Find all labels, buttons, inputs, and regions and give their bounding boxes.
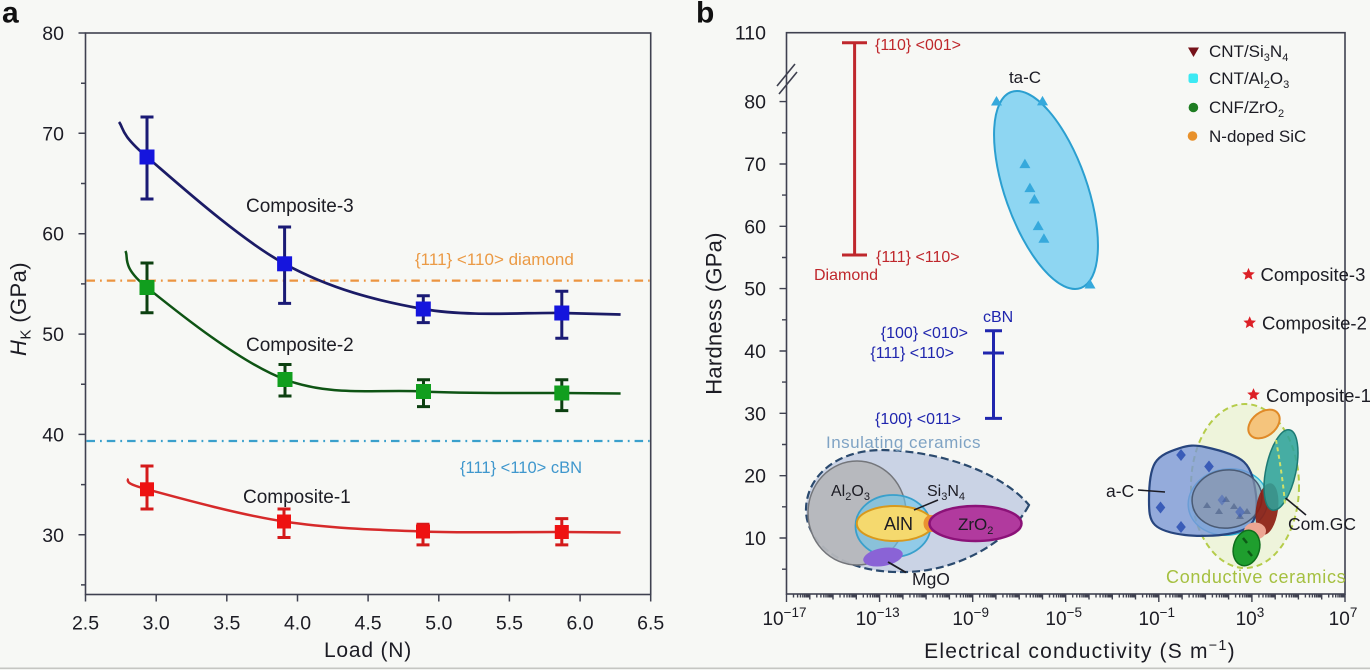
- svg-text:{111} <110> cBN: {111} <110> cBN: [460, 459, 582, 477]
- svg-text:5.0: 5.0: [425, 613, 452, 635]
- svg-text:MgO: MgO: [912, 569, 950, 589]
- svg-text:Composite-2: Composite-2: [246, 335, 354, 356]
- svg-text:{100} <011>: {100} <011>: [875, 411, 961, 428]
- svg-text:Load (N): Load (N): [324, 639, 412, 662]
- svg-text:30: 30: [744, 403, 766, 425]
- svg-text:60: 60: [42, 224, 64, 246]
- svg-text:40: 40: [744, 341, 766, 363]
- svg-text:10: 10: [744, 528, 766, 550]
- svg-text:Si3N4: Si3N4: [927, 483, 965, 503]
- svg-text:80: 80: [744, 92, 766, 114]
- svg-text:CNF/ZrO2: CNF/ZrO2: [1209, 98, 1284, 120]
- svg-text:CNT/Al2O3: CNT/Al2O3: [1209, 69, 1289, 91]
- svg-text:Com.GC: Com.GC: [1288, 514, 1356, 534]
- svg-text:{110} <001>: {110} <001>: [875, 37, 961, 54]
- svg-text:80: 80: [42, 23, 64, 45]
- svg-text:4.0: 4.0: [284, 613, 311, 635]
- svg-text:N-doped SiC: N-doped SiC: [1209, 127, 1306, 146]
- svg-text:6.0: 6.0: [567, 613, 594, 635]
- svg-text:110: 110: [735, 23, 766, 45]
- svg-text:Composite-2: Composite-2: [1262, 313, 1367, 334]
- svg-text:{100} <010>: {100} <010>: [881, 325, 968, 342]
- svg-text:ZrO2: ZrO2: [958, 515, 993, 537]
- svg-text:Hardness (GPa): Hardness (GPa): [702, 232, 727, 394]
- svg-text:Insulating ceramics: Insulating ceramics: [826, 433, 981, 452]
- svg-text:3.5: 3.5: [213, 613, 240, 635]
- svg-text:Composite-1: Composite-1: [1266, 385, 1370, 406]
- svg-text:2.5: 2.5: [72, 613, 99, 635]
- svg-text:Electrical conductivity (S m−1: Electrical conductivity (S m−1): [924, 638, 1236, 663]
- svg-text:50: 50: [744, 279, 766, 301]
- svg-text:Composite-3: Composite-3: [246, 196, 354, 217]
- svg-text:60: 60: [744, 216, 766, 238]
- svg-text:HK (GPa): HK (GPa): [6, 262, 35, 356]
- svg-text:20: 20: [744, 466, 766, 488]
- svg-text:ta-C: ta-C: [1009, 68, 1041, 87]
- svg-text:cBN: cBN: [983, 309, 1013, 326]
- svg-text:{111} <110> diamond: {111} <110> diamond: [415, 250, 574, 269]
- svg-text:CNT/Si3N4: CNT/Si3N4: [1209, 42, 1288, 64]
- svg-text:70: 70: [42, 123, 64, 145]
- svg-text:4.5: 4.5: [355, 613, 382, 635]
- svg-text:b: b: [696, 0, 714, 30]
- svg-text:30: 30: [42, 525, 64, 547]
- svg-text:5.5: 5.5: [496, 613, 523, 635]
- svg-text:50: 50: [42, 324, 64, 346]
- svg-text:{111} <110>: {111} <110>: [870, 345, 954, 362]
- svg-text:Al2O3: Al2O3: [831, 483, 870, 503]
- svg-text:6.5: 6.5: [637, 613, 664, 635]
- svg-text:a: a: [2, 0, 19, 30]
- svg-text:Composite-3: Composite-3: [1261, 264, 1366, 285]
- svg-text:Conductive ceramics: Conductive ceramics: [1166, 567, 1346, 587]
- svg-text:AlN: AlN: [884, 514, 913, 534]
- svg-text:40: 40: [42, 424, 64, 446]
- svg-text:Diamond: Diamond: [814, 267, 878, 284]
- svg-text:{111} <110>: {111} <110>: [876, 249, 960, 266]
- svg-text:Composite-1: Composite-1: [243, 487, 351, 508]
- svg-text:a-C: a-C: [1106, 481, 1134, 501]
- svg-text:70: 70: [744, 154, 766, 176]
- svg-text:3.0: 3.0: [143, 613, 170, 635]
